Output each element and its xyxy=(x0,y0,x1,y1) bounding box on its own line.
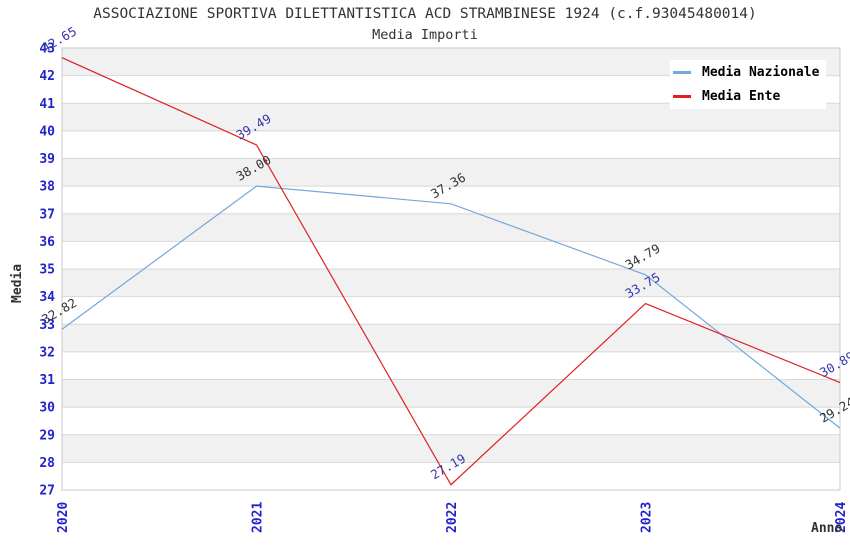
y-tick-label: 42 xyxy=(39,69,55,84)
plot-band xyxy=(62,434,840,463)
legend-label-media-ente: Media Ente xyxy=(702,89,781,104)
y-tick-label: 31 xyxy=(39,373,55,388)
data-point-label: 34.79 xyxy=(623,241,663,273)
y-tick-label: 36 xyxy=(39,235,55,250)
y-tick-label: 43 xyxy=(39,42,55,57)
legend-label-media-nazionale: Media Nazionale xyxy=(702,65,820,80)
y-tick-label: 29 xyxy=(39,428,55,443)
plot-band xyxy=(62,379,840,408)
plot-band xyxy=(62,269,840,297)
x-tick-label: 2023 xyxy=(640,502,655,533)
y-tick-label: 34 xyxy=(39,290,55,305)
legend-swatch-media-ente xyxy=(673,95,691,98)
series-line-media-nazionale xyxy=(61,185,841,429)
legend: Media Nazionale Media Ente xyxy=(670,60,827,109)
chart-title: ASSOCIAZIONE SPORTIVA DILETTANTISTICA AC… xyxy=(93,6,757,22)
plot-border xyxy=(61,47,841,491)
y-tick-label: 40 xyxy=(39,124,55,139)
legend-item-media-nazionale: Media Nazionale xyxy=(673,65,819,80)
y-tick-label: 41 xyxy=(39,97,55,112)
series-line-media-ente xyxy=(61,57,841,486)
data-point-label: 30.89 xyxy=(817,348,850,380)
y-tick-label: 35 xyxy=(39,263,55,278)
y-tick-label: 39 xyxy=(39,152,55,167)
legend-swatch-media-nazionale xyxy=(673,71,691,74)
y-tick-label: 30 xyxy=(39,401,55,416)
x-tick-label: 2021 xyxy=(251,502,266,533)
y-axis-title-text: Media xyxy=(10,264,25,303)
plot-band xyxy=(62,158,840,187)
y-tick-label: 37 xyxy=(39,207,55,222)
legend-item-media-ente: Media Ente xyxy=(673,89,819,104)
x-tick-label: 2020 xyxy=(56,502,71,533)
y-tick-label: 27 xyxy=(39,484,55,499)
y-tick-label: 28 xyxy=(39,456,55,471)
plot-band xyxy=(62,213,840,242)
x-tick-label: 2022 xyxy=(445,502,460,533)
x-axis-title-text: Anno xyxy=(811,521,842,536)
y-tick-label: 32 xyxy=(39,345,55,360)
chart-subtitle: Media Importi xyxy=(372,27,478,43)
y-tick-label: 38 xyxy=(39,180,55,195)
plot-band xyxy=(62,324,840,352)
x-tick-label: 2024 xyxy=(834,502,849,533)
y-tick-label: 33 xyxy=(39,318,55,333)
